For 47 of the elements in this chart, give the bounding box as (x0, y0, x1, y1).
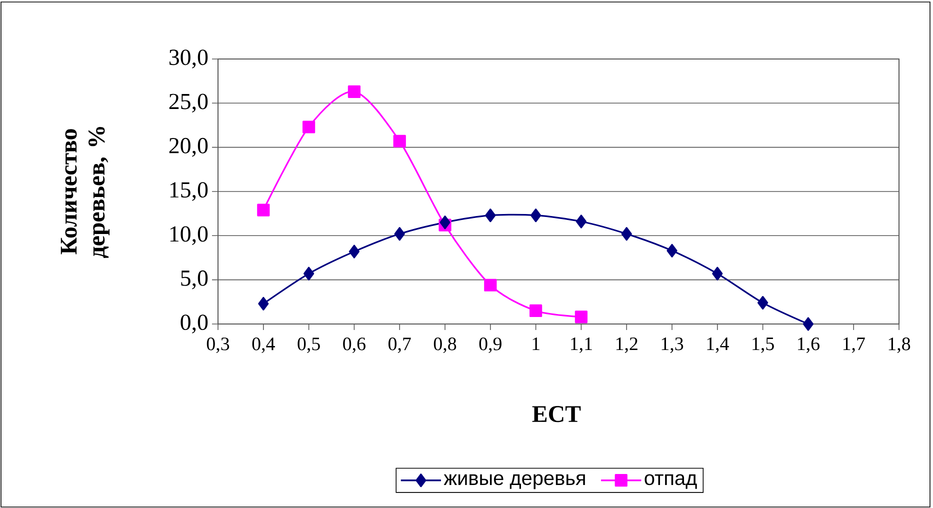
x-tick-label: 1,7 (843, 338, 865, 353)
point (576, 214, 587, 228)
y-tick-label: 10,0 (170, 226, 208, 246)
x-tick-label: 0,8 (434, 338, 456, 353)
point (302, 120, 316, 134)
x-axis-title: ЕСТ (532, 406, 581, 422)
y-axis-title: Количество деревьев, % (60, 126, 110, 258)
x-tick-label: 1,5 (752, 338, 774, 353)
x-tick-label: 0,7 (388, 338, 411, 353)
x-tick-label: 1,2 (616, 338, 638, 353)
point (393, 134, 406, 148)
x-tick-label: 0,6 (343, 338, 366, 353)
y-tick-label: 0,0 (180, 314, 208, 334)
point (530, 208, 542, 222)
legend-label: отпад (644, 474, 697, 489)
point (758, 296, 768, 310)
point (304, 266, 314, 280)
point (530, 304, 542, 318)
point (666, 244, 678, 258)
point (621, 227, 632, 241)
y-tick-label: 25,0 (169, 94, 208, 113)
x-tick-label: 1,8 (888, 338, 910, 353)
x-tick-label: 1,1 (571, 338, 592, 353)
point (802, 317, 814, 331)
y-tick-label: 15,0 (170, 182, 208, 201)
y-tick-label: 5,0 (181, 270, 208, 290)
y-tick-label: 20,0 (169, 138, 208, 157)
point (574, 310, 588, 324)
point (394, 227, 405, 241)
point (348, 85, 361, 98)
y-tick-label: 30,0 (169, 50, 208, 68)
x-tick-label: 1,6 (798, 338, 820, 353)
x-tick-label: 0,4 (252, 338, 275, 353)
point (485, 208, 496, 222)
point (484, 278, 497, 292)
x-tick-label: 0,9 (479, 338, 502, 353)
x-tick-label: 0,5 (298, 338, 320, 353)
point (257, 204, 270, 216)
point (348, 244, 360, 258)
point (712, 266, 723, 280)
x-tick-label: 1,3 (662, 338, 684, 353)
x-tick-label: 1 (532, 338, 540, 350)
x-tick-label: 1,4 (707, 338, 729, 353)
point (440, 216, 450, 230)
x-tick-label: 0,3 (206, 338, 230, 353)
legend-label: живые деревья (444, 474, 585, 490)
point (258, 296, 269, 310)
